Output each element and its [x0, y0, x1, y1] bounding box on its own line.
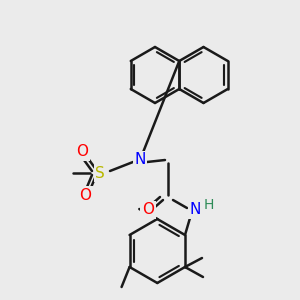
- Text: O: O: [79, 188, 91, 202]
- Text: S: S: [95, 166, 105, 181]
- Text: N: N: [134, 152, 146, 167]
- Text: H: H: [204, 198, 214, 212]
- Text: O: O: [76, 145, 88, 160]
- Text: O: O: [142, 202, 154, 217]
- Text: N: N: [189, 202, 201, 217]
